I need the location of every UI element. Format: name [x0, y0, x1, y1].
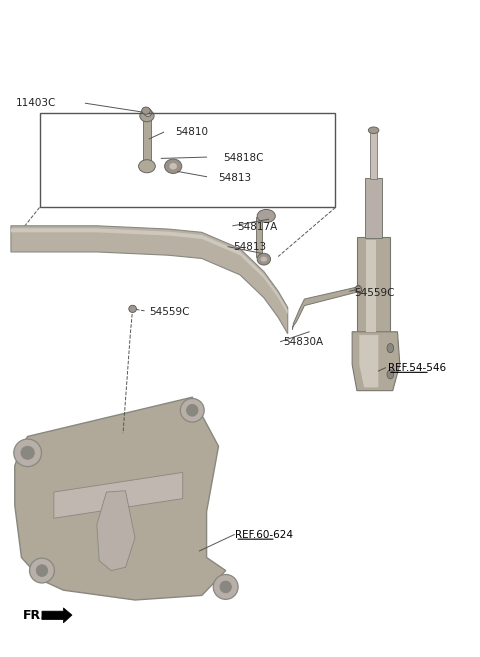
Ellipse shape	[213, 574, 238, 599]
Ellipse shape	[387, 344, 394, 353]
Text: REF.54-546: REF.54-546	[388, 363, 446, 373]
Ellipse shape	[14, 439, 41, 466]
Ellipse shape	[165, 159, 182, 173]
Text: FR.: FR.	[23, 608, 46, 622]
Ellipse shape	[187, 405, 198, 416]
Polygon shape	[256, 217, 263, 256]
Ellipse shape	[144, 108, 152, 116]
Ellipse shape	[220, 581, 231, 593]
Text: 54830A: 54830A	[283, 336, 323, 347]
Ellipse shape	[139, 160, 156, 173]
Text: REF.60-624: REF.60-624	[235, 530, 293, 539]
Ellipse shape	[129, 306, 136, 313]
Polygon shape	[360, 335, 378, 388]
Bar	[39, 112, 336, 208]
Text: 54818C: 54818C	[223, 153, 264, 164]
Text: 54559C: 54559C	[355, 288, 395, 298]
Ellipse shape	[169, 163, 177, 170]
Text: 54559C: 54559C	[149, 307, 190, 317]
Polygon shape	[292, 286, 359, 330]
Ellipse shape	[356, 285, 361, 293]
Polygon shape	[365, 178, 382, 238]
Ellipse shape	[142, 107, 150, 114]
Polygon shape	[357, 237, 390, 335]
Ellipse shape	[30, 558, 54, 583]
Polygon shape	[366, 240, 376, 332]
Text: 11403C: 11403C	[16, 98, 56, 108]
Polygon shape	[352, 332, 400, 391]
Ellipse shape	[140, 110, 154, 122]
Polygon shape	[11, 226, 288, 334]
Text: 54813: 54813	[218, 173, 252, 183]
Text: 54813: 54813	[233, 242, 266, 252]
Ellipse shape	[261, 256, 267, 261]
Text: 54810: 54810	[176, 127, 209, 137]
Ellipse shape	[257, 253, 271, 265]
Ellipse shape	[180, 399, 204, 422]
Ellipse shape	[257, 210, 276, 223]
Ellipse shape	[355, 286, 362, 292]
Ellipse shape	[21, 446, 34, 459]
Ellipse shape	[36, 564, 48, 576]
Polygon shape	[54, 472, 183, 518]
Ellipse shape	[368, 127, 379, 133]
Polygon shape	[42, 608, 72, 623]
Text: 54817A: 54817A	[238, 222, 278, 232]
Ellipse shape	[387, 370, 394, 379]
Polygon shape	[15, 397, 226, 600]
Polygon shape	[11, 229, 288, 314]
Polygon shape	[143, 119, 151, 168]
Polygon shape	[370, 132, 377, 179]
Polygon shape	[97, 491, 135, 570]
